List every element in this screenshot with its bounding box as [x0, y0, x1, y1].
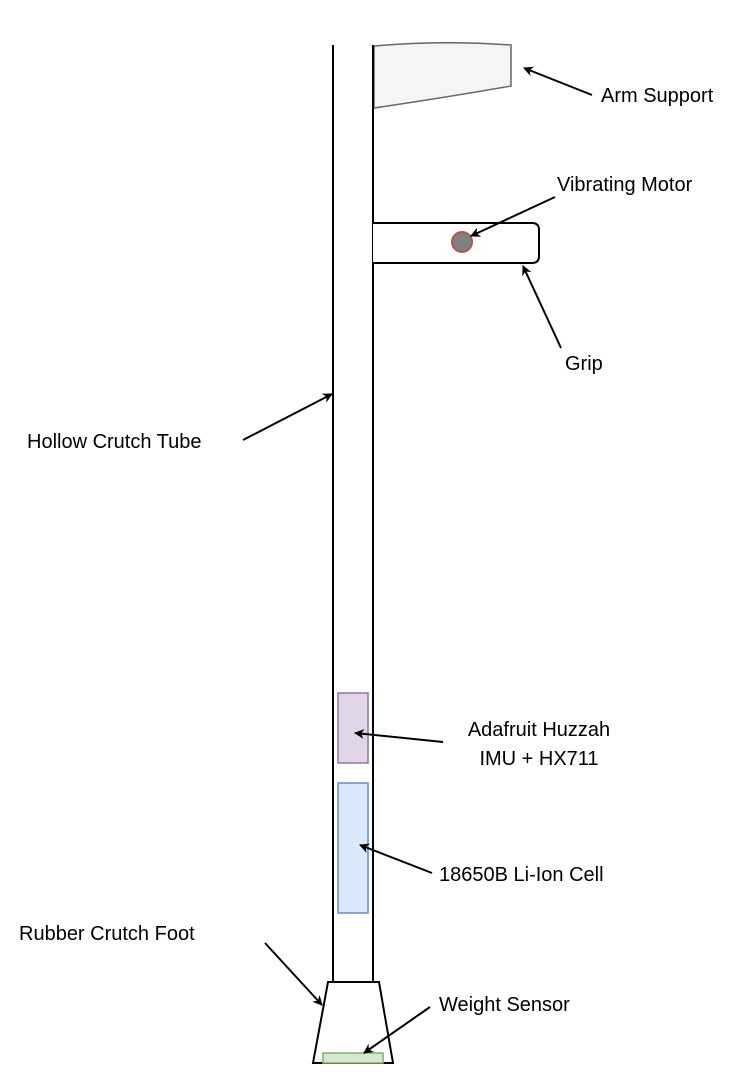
- arrow-weight-sensor: [363, 1006, 431, 1054]
- rubber-foot-shape: [311, 981, 395, 1064]
- label-huzzah-line1: Adafruit Huzzah: [468, 719, 610, 741]
- battery-cell-shape: [337, 782, 369, 914]
- arrow-grip: [522, 265, 562, 349]
- arm-support-shape: [373, 41, 512, 109]
- vibrating-motor-shape: [451, 231, 473, 253]
- arrow-huzzah: [354, 728, 444, 743]
- label-battery: 18650B Li-Ion Cell: [439, 864, 604, 886]
- arrow-arm-support: [523, 66, 593, 96]
- weight-sensor-shape: [322, 1052, 384, 1064]
- label-arm-support: Arm Support: [601, 85, 714, 107]
- label-hollow-tube: Hollow Crutch Tube: [27, 431, 202, 453]
- label-rubber-foot: Rubber Crutch Foot: [19, 923, 195, 945]
- huzzah-module-shape: [337, 692, 369, 764]
- label-grip: Grip: [565, 353, 603, 375]
- label-huzzah-line2: IMU + HX711: [479, 748, 598, 770]
- label-vibrating-motor: Vibrating Motor: [557, 174, 693, 196]
- arrow-battery: [359, 843, 433, 874]
- label-weight-sensor: Weight Sensor: [439, 994, 570, 1016]
- arrow-vibrating-motor: [470, 196, 556, 237]
- arrow-rubber-foot: [264, 942, 323, 1006]
- arrow-hollow-tube: [242, 393, 333, 441]
